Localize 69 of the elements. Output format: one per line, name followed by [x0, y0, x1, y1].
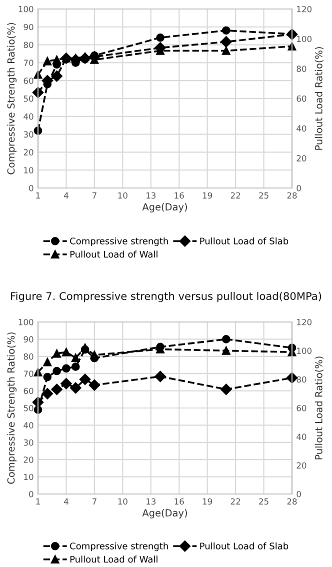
- x-tick-label: 7: [92, 498, 96, 504]
- y2-tick-label: 40: [296, 434, 306, 440]
- legend-label: Pullout Load of Wall: [70, 556, 158, 563]
- x-tick-label: 28: [287, 498, 297, 505]
- y2-tick-label: 80: [296, 66, 306, 72]
- y2-axis-title: Pullout Load Ratio(%): [314, 356, 324, 460]
- y-tick-label: 90: [24, 24, 34, 30]
- y-tick-label: 20: [24, 456, 34, 463]
- y-tick-label: 20: [24, 149, 34, 156]
- x-tick-label: 13: [146, 192, 156, 199]
- y2-tick-label: 0: [296, 184, 301, 192]
- y2-tick-label: 100: [297, 36, 312, 42]
- y-tick-label: 80: [24, 353, 34, 360]
- x-tick-label: 25: [259, 498, 268, 505]
- y2-tick-label: 60: [296, 404, 306, 412]
- x-tick-label: 7: [92, 192, 96, 198]
- x-tick-label: 1: [36, 192, 40, 198]
- y2-axis-title: Pullout Load Ratio(%): [314, 47, 324, 150]
- x-tick-label: 10: [118, 192, 128, 199]
- legend-label: Pullout Load of Wall: [70, 250, 158, 258]
- y2-tick-label: 20: [296, 462, 306, 469]
- y-axis-title: Compressive Strength Ratio(%): [7, 22, 17, 174]
- x-axis-title: Age(Day): [142, 509, 187, 518]
- y-tick-label: 60: [24, 388, 34, 394]
- y-tick-label: 90: [24, 336, 34, 342]
- y2-tick-label: 20: [296, 155, 306, 162]
- x-tick-label: 28: [287, 192, 297, 199]
- x-tick-label: 19: [202, 498, 212, 505]
- y2-tick-label: 80: [296, 376, 306, 383]
- y-tick-label: 100: [18, 318, 34, 326]
- y2-tick-label: 120: [297, 6, 312, 12]
- y-tick-label: 40: [24, 113, 34, 120]
- legend-label: Pullout Load of Slab: [200, 542, 288, 550]
- y-tick-label: 50: [24, 95, 34, 102]
- y-tick-label: 10: [24, 474, 34, 480]
- y-tick-label: 50: [24, 404, 34, 412]
- y-tick-label: 70: [24, 60, 34, 66]
- x-tick-label: 16: [174, 192, 184, 199]
- y-axis-title: Compressive Strength Ratio(%): [7, 332, 17, 484]
- y-tick-label: 60: [24, 78, 34, 84]
- x-tick-label: 25: [259, 192, 268, 199]
- x-tick-label: 22: [230, 498, 240, 504]
- x-tick-label: 19: [202, 192, 212, 199]
- y-tick-label: 10: [24, 167, 34, 174]
- legend-label: Compressive strength: [70, 542, 168, 552]
- y2-tick-label: 120: [297, 318, 312, 326]
- y-tick-label: 30: [24, 439, 34, 446]
- y2-tick-label: 100: [297, 348, 312, 354]
- y2-tick-label: 40: [296, 125, 306, 132]
- y-tick-label: 40: [24, 422, 34, 428]
- x-tick-label: 1: [36, 498, 40, 504]
- x-tick-label: 16: [174, 498, 184, 505]
- caption: Figure 7. Compressive strength versus pullout load(80MPa): [11, 292, 322, 302]
- x-tick-label: 4: [64, 192, 68, 198]
- x-axis-title: Age(Day): [142, 203, 187, 212]
- y2-tick-label: 60: [296, 95, 306, 102]
- y2-tick-label: 0: [296, 490, 301, 498]
- legend-label: Compressive strength: [70, 237, 168, 246]
- y-tick-label: 30: [24, 131, 34, 138]
- x-tick-label: 22: [230, 192, 240, 198]
- x-tick-label: 10: [118, 498, 128, 505]
- x-tick-label: 13: [146, 498, 156, 505]
- y-tick-label: 0: [29, 490, 34, 498]
- y-tick-label: 0: [29, 184, 34, 192]
- y-tick-label: 100: [18, 6, 34, 12]
- y-tick-label: 80: [24, 42, 34, 48]
- x-tick-label: 4: [64, 498, 68, 504]
- y-tick-label: 70: [24, 370, 34, 377]
- legend-label: Pullout Load of Slab: [200, 237, 288, 244]
